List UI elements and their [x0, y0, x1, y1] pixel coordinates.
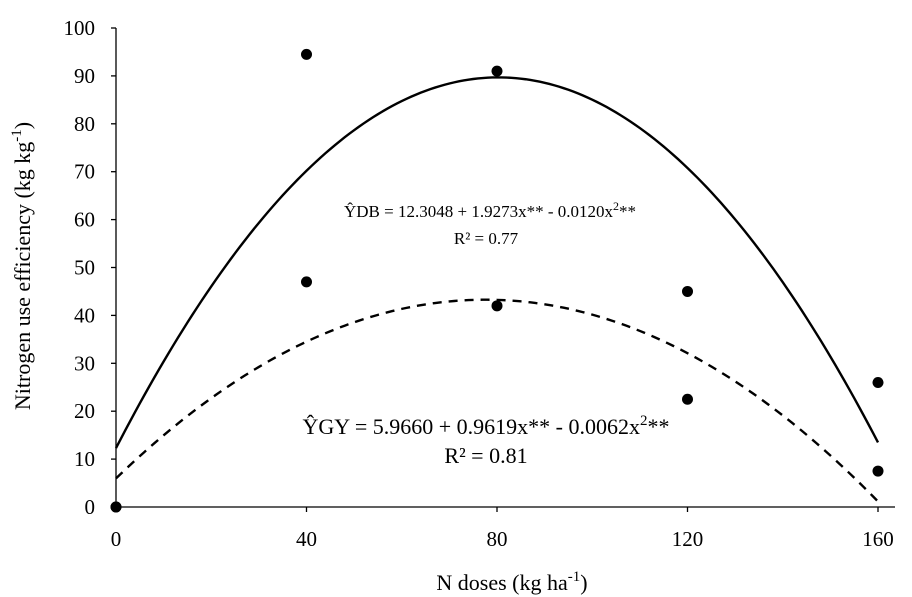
- x-tick-label: 120: [672, 527, 704, 551]
- ygy-r-squared: R² = 0.81: [444, 443, 527, 468]
- y-tick-label: 10: [74, 447, 95, 471]
- y-tick-label: 50: [74, 256, 95, 280]
- x-tick-label: 0: [111, 527, 122, 551]
- y-tick-label: 80: [74, 112, 95, 136]
- data-point-series-2: [682, 393, 693, 405]
- y-tick-label: 100: [64, 16, 96, 40]
- data-point-series-1: [682, 285, 693, 297]
- y-tick-label: 0: [85, 495, 96, 519]
- x-axis-ticks: 0 40 80 120 160: [111, 507, 894, 551]
- y-tick-label: 20: [74, 399, 95, 423]
- y-axis-ticks: 0 10 20 30 40 50 60 70 80 90 100: [64, 16, 116, 519]
- x-tick-label: 80: [487, 527, 508, 551]
- x-axis-title: N doses (kg ha-1): [436, 569, 587, 595]
- data-point-series-1: [491, 65, 503, 77]
- fit-curve-series-1: [114, 76, 880, 449]
- data-point-series-2: [872, 465, 884, 477]
- data-point-series-2: [491, 300, 503, 312]
- y-tick-label: 70: [74, 160, 95, 184]
- data-point-series-1: [872, 376, 884, 388]
- x-tick-label: 160: [862, 527, 894, 551]
- y-tick-label: 60: [74, 208, 95, 232]
- ygy-equation: ŶGY = 5.9660 + 0.9619x** - 0.0062x2**: [303, 413, 670, 439]
- x-tick-label: 40: [296, 527, 317, 551]
- ydb-equation: ŶDB = 12.3048 + 1.9273x** - 0.0120x2**: [344, 199, 636, 221]
- data-point-series-2: [301, 276, 312, 288]
- y-tick-label: 40: [74, 303, 95, 327]
- plot-area: [110, 28, 895, 513]
- y-tick-label: 90: [74, 64, 95, 88]
- ydb-r-squared: R² = 0.77: [454, 229, 519, 248]
- y-axis-title: Nitrogen use efficiency (kg kg-1): [9, 122, 35, 410]
- data-point-series-1: [301, 48, 312, 60]
- fit-curve-series-2: [115, 298, 879, 503]
- y-tick-label: 30: [74, 351, 95, 375]
